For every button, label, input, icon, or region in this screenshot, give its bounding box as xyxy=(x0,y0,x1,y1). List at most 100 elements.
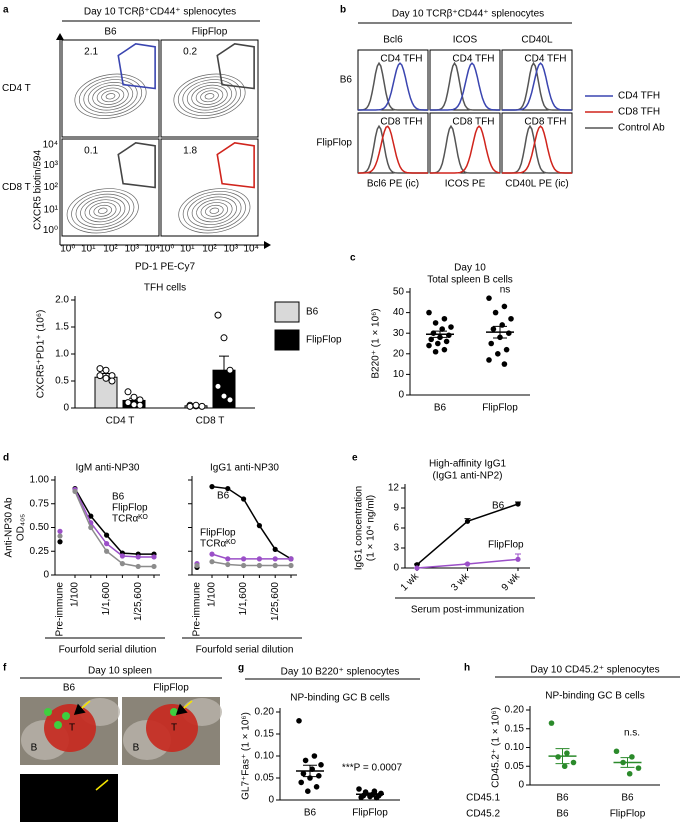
point xyxy=(549,720,555,726)
y-tick-label: 0.05 xyxy=(255,773,275,784)
y-tick-label: 0.05 xyxy=(505,761,525,772)
y-axis-label: CXCR5 biotin/594 xyxy=(33,150,44,230)
point xyxy=(97,373,103,379)
y-tick-label: 1.00 xyxy=(30,475,50,486)
x-axis-label: Serum post-immunization xyxy=(411,605,524,616)
plot-frame xyxy=(62,139,159,236)
point xyxy=(288,556,293,561)
point xyxy=(72,489,77,494)
x-axis-label: Fourfold serial dilution xyxy=(196,645,294,656)
y-tick-label: 0.15 xyxy=(505,723,525,734)
point xyxy=(97,366,103,372)
y-tick-label: 0.10 xyxy=(255,751,275,762)
column-label: FlipFlop xyxy=(192,27,228,38)
legend-label: CD4 TFH xyxy=(618,91,660,102)
point xyxy=(614,748,620,754)
point xyxy=(486,357,492,363)
point xyxy=(104,549,109,554)
panel-letter: f xyxy=(3,663,7,674)
y-axis-label: IgG1 concentration xyxy=(354,486,365,571)
y-tick-label: 10 xyxy=(393,369,405,380)
plot-frame xyxy=(62,40,159,137)
point xyxy=(199,403,205,409)
point xyxy=(414,565,419,570)
point xyxy=(257,563,262,568)
point xyxy=(627,771,633,777)
y-tick-label: 1.0 xyxy=(55,349,69,360)
chart-title: High-affinity IgG1 xyxy=(429,459,507,470)
point xyxy=(221,335,227,341)
x-tick-label: Pre-immune xyxy=(192,582,203,637)
x-tick-label: 1/25,600 xyxy=(270,582,281,621)
panel-letter: b xyxy=(340,5,346,16)
point xyxy=(273,547,278,552)
point xyxy=(57,539,62,544)
y-tick-label: 20 xyxy=(393,348,405,359)
point xyxy=(225,562,230,567)
point xyxy=(442,316,448,322)
x-tick-label: 1/1,600 xyxy=(101,582,112,616)
point xyxy=(433,349,439,355)
y-axis-label: B220⁺ (1 × 10⁶) xyxy=(371,308,382,378)
point xyxy=(435,341,441,347)
point xyxy=(103,367,109,373)
inset-label: CD8 TFH xyxy=(380,117,422,128)
y-tick-label: 2.0 xyxy=(55,295,69,306)
column-label: B6 xyxy=(104,27,117,38)
point xyxy=(273,563,278,568)
y-tick-label: 0 xyxy=(268,795,274,806)
x-tick-label: 1/100 xyxy=(207,582,218,607)
point xyxy=(125,400,131,406)
y-axis-label: CXCR5⁺PD1⁺ (10⁶) xyxy=(36,310,47,399)
x-tick-label: FlipFlop xyxy=(610,809,646,820)
y-tick-label: 50 xyxy=(393,287,405,298)
region-label: B xyxy=(31,743,38,754)
panel-letter: c xyxy=(350,253,356,264)
x-axis-label: PD-1 PE-Cy7 xyxy=(135,262,195,273)
point xyxy=(502,361,508,367)
y-tick-label: 0.20 xyxy=(255,707,275,718)
point xyxy=(194,563,199,568)
point xyxy=(444,339,450,345)
point xyxy=(257,523,262,528)
annotation: ns xyxy=(500,285,511,296)
point xyxy=(241,496,246,501)
point xyxy=(241,563,246,568)
point xyxy=(209,552,214,557)
legend-label: B6 xyxy=(492,501,505,512)
point xyxy=(433,320,439,326)
inset-label: CD4 TFH xyxy=(452,54,494,65)
gc-stain xyxy=(62,712,70,720)
point xyxy=(448,324,454,330)
x-axis-label: Fourfold serial dilution xyxy=(59,645,157,656)
point xyxy=(426,310,432,316)
panel-letter: e xyxy=(352,453,358,464)
point xyxy=(136,554,141,559)
point xyxy=(136,564,141,569)
point xyxy=(187,403,193,409)
point xyxy=(564,750,570,756)
chart-title: Day 10 xyxy=(454,263,486,274)
series-line xyxy=(417,504,518,565)
point xyxy=(318,762,324,768)
gate-frequency: 1.8 xyxy=(183,145,197,156)
point xyxy=(312,753,318,759)
y-tick-label: 10³ xyxy=(44,160,59,171)
y-tick-label: 40 xyxy=(393,307,405,318)
y-tick-label: 9 xyxy=(393,503,399,514)
point xyxy=(109,378,115,384)
gc-stain xyxy=(54,721,62,729)
point xyxy=(151,554,156,559)
annotation: ***P = 0.0007 xyxy=(342,763,403,774)
row-label: CD45.2 xyxy=(466,809,500,820)
y-tick-label: 0.75 xyxy=(30,498,50,509)
legend-label: GL7 (GC) xyxy=(25,781,68,792)
chart-subtitle: NP-binding GC B cells xyxy=(290,693,389,704)
row-label: B6 xyxy=(340,75,353,86)
point xyxy=(508,316,514,322)
column-label: B6 xyxy=(63,683,76,694)
chart-title: IgG1 anti-NP30 xyxy=(210,463,279,474)
x-tick-label: FlipFlop xyxy=(482,403,518,414)
point xyxy=(227,367,233,373)
x-tick-label: 1 wk xyxy=(399,571,422,594)
